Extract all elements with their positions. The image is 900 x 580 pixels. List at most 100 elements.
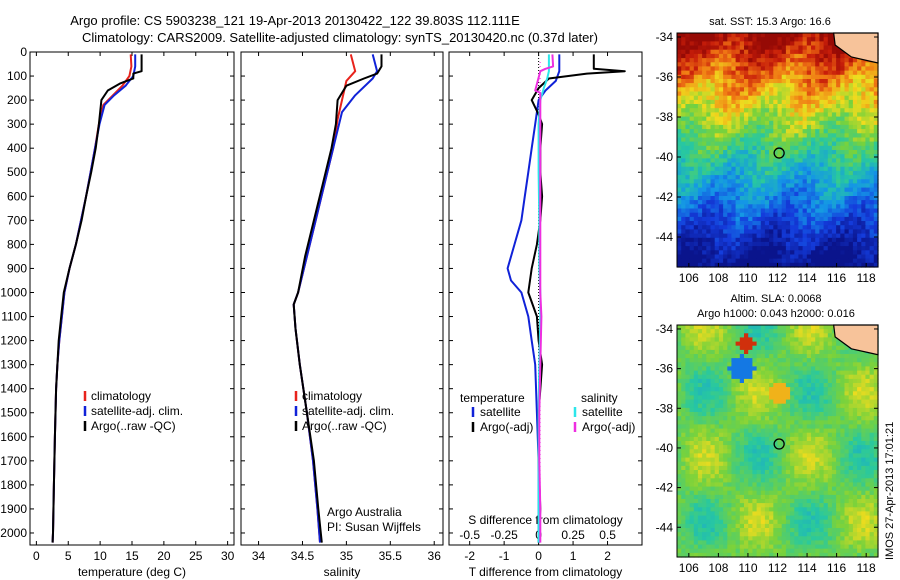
heatmap-cell — [777, 58, 783, 63]
heatmap-cell — [840, 474, 846, 479]
heatmap-cell — [819, 337, 825, 343]
heatmap-cell — [873, 120, 879, 126]
heatmap-cell — [823, 158, 829, 164]
heatmap-cell — [802, 329, 808, 334]
heatmap-cell — [744, 366, 749, 372]
heatmap-cell — [702, 432, 707, 438]
heatmap-cell — [865, 187, 871, 193]
heatmap-cell — [752, 53, 758, 59]
heatmap-cell — [718, 175, 724, 180]
heatmap-cell — [706, 345, 712, 351]
heatmap-cell — [744, 129, 749, 134]
heatmap-cell — [697, 387, 703, 392]
heatmap-cell — [731, 474, 737, 479]
heatmap-cell — [857, 449, 862, 454]
heatmap-cell — [727, 49, 733, 55]
heatmap-cell — [714, 154, 720, 159]
heatmap-cell — [693, 470, 699, 475]
heatmap-cell — [848, 141, 854, 147]
heatmap-cell — [731, 196, 737, 201]
heatmap-cell — [781, 378, 787, 384]
heatmap-cell — [727, 465, 733, 471]
heatmap-cell — [735, 457, 741, 463]
heatmap-cell — [752, 187, 758, 193]
heatmap-cell — [764, 391, 770, 396]
heatmap-cell — [873, 412, 879, 417]
heatmap-cell — [790, 191, 795, 197]
heatmap-cell — [827, 482, 833, 488]
heatmap-cell — [873, 465, 879, 471]
heatmap-cell — [811, 362, 816, 367]
heatmap-cell — [865, 378, 871, 384]
heatmap-cell — [811, 341, 816, 347]
heatmap-cell — [865, 478, 871, 483]
heatmap-cell — [865, 254, 871, 260]
heatmap-cell — [748, 225, 753, 230]
y-tick-label: 800 — [7, 237, 27, 251]
heatmap-cell — [873, 162, 879, 168]
heatmap-cell — [697, 200, 703, 205]
legend-label: satellite — [582, 405, 623, 419]
heatmap-cell — [815, 116, 820, 122]
x-tick-label: 1 — [570, 549, 577, 563]
heatmap-cell — [693, 116, 699, 122]
heatmap-cell — [764, 179, 770, 185]
heatmap-cell — [710, 37, 716, 42]
heatmap-cell — [827, 474, 833, 479]
heatmap-cell — [697, 457, 703, 463]
heatmap-cell — [785, 112, 791, 118]
heatmap-cell — [790, 208, 795, 214]
heatmap-cell — [748, 108, 753, 113]
heatmap-cell — [798, 478, 804, 483]
heatmap-cell — [748, 229, 753, 235]
heatmap-cell — [731, 112, 737, 118]
heatmap-cell — [873, 66, 879, 72]
heatmap-cell — [697, 87, 703, 93]
heatmap-cell — [773, 229, 779, 235]
heatmap-cell — [836, 208, 841, 214]
heatmap-cell — [811, 250, 816, 256]
heatmap-cell — [727, 358, 733, 363]
heatmap-cell — [760, 354, 766, 359]
heatmap-cell — [752, 41, 758, 47]
heatmap-cell — [798, 424, 804, 430]
heatmap-cell — [693, 99, 699, 105]
heatmap-cell — [781, 486, 787, 492]
heatmap-cell — [844, 200, 850, 205]
heatmap-cell — [815, 179, 820, 185]
heatmap-cell — [794, 449, 800, 454]
heatmap-cell — [785, 474, 791, 479]
heatmap-cell — [777, 478, 783, 483]
heatmap-cell — [777, 482, 783, 488]
heatmap-cell — [857, 486, 862, 492]
heatmap-cell — [735, 465, 741, 471]
heatmap-cell — [693, 145, 699, 151]
heatmap-cell — [865, 237, 871, 243]
heatmap-cell — [718, 120, 724, 126]
heatmap-cell — [752, 494, 758, 500]
heatmap-cell — [806, 362, 812, 367]
heatmap-cell — [731, 412, 737, 417]
heatmap-cell — [760, 233, 766, 239]
legend-label: satellite-adj. clim. — [91, 404, 183, 418]
heatmap-cell — [744, 449, 749, 454]
heatmap-cell — [752, 204, 758, 210]
x-tick-label: 20 — [157, 549, 171, 563]
heatmap-cell — [844, 112, 850, 118]
heatmap-cell — [702, 465, 707, 471]
heatmap-cell — [723, 445, 728, 450]
heatmap-cell — [811, 345, 816, 351]
heatmap-cell — [764, 53, 770, 59]
heatmap-cell — [710, 391, 716, 396]
heatmap-cell — [706, 395, 712, 401]
heatmap-cell — [781, 204, 787, 210]
heatmap-cell — [702, 420, 707, 425]
heatmap-cell — [844, 216, 850, 222]
heatmap-cell — [802, 486, 808, 492]
heatmap-cell — [836, 229, 841, 235]
heatmap-cell — [802, 358, 808, 363]
heatmap-cell — [723, 403, 728, 409]
heatmap-cell — [723, 112, 728, 118]
heatmap-cell — [848, 150, 854, 155]
heatmap-cell — [739, 58, 745, 63]
